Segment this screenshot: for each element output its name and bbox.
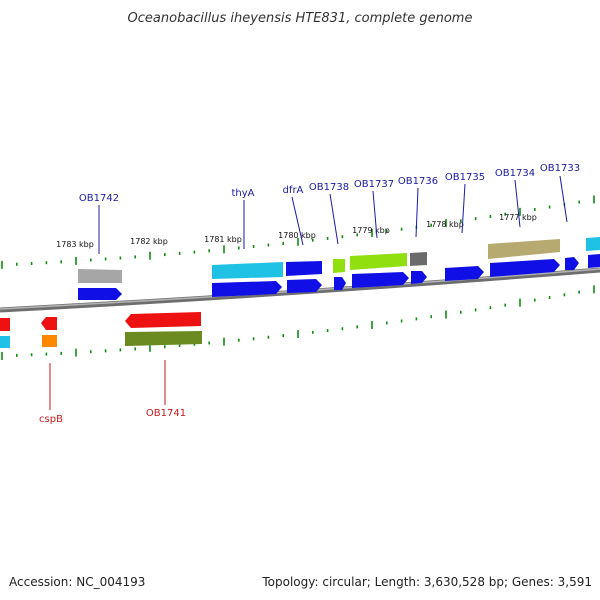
scale-label: 1783 kbp (56, 240, 94, 249)
leader-line (415, 187, 419, 238)
gene-arrow-reverse[interactable] (125, 312, 201, 328)
gene-arrow[interactable] (588, 254, 600, 268)
scale-label: 1780 kbp (278, 231, 316, 240)
forward-strand-ticks (1, 195, 595, 269)
leader-line (329, 193, 339, 245)
gene-label-ob1733[interactable]: OB1733 (540, 163, 580, 174)
genome-summary-text: Topology: circular; Length: 3,630,528 bp… (261, 575, 592, 589)
gene-arrow[interactable] (212, 281, 282, 297)
gene-arrow[interactable] (565, 257, 579, 270)
reverse-track (0, 312, 202, 348)
feature-cyan[interactable] (0, 336, 10, 348)
scale-label: 1779 kbp (352, 226, 390, 235)
feature-grey[interactable] (78, 269, 122, 283)
gene-label-ob1734[interactable]: OB1734 (495, 168, 535, 179)
feature-lime[interactable] (333, 259, 345, 273)
reverse-strand-ticks (1, 285, 595, 360)
forward-inner-track (78, 254, 600, 300)
map-title: Oceanobacillus iheyensis HTE831, complet… (128, 11, 473, 26)
gene-labels-reverse: cspB OB1741 (39, 408, 186, 425)
gene-label-ob1738[interactable]: OB1738 (309, 182, 349, 193)
feature-orange[interactable] (42, 335, 57, 347)
leader-line (291, 196, 304, 246)
scale-label: 1777 kbp (499, 213, 537, 222)
gene-arrow[interactable] (287, 279, 322, 293)
gene-label-ob1736[interactable]: OB1736 (398, 176, 438, 187)
scale-label: 1781 kbp (204, 235, 242, 244)
feature-cyan[interactable] (212, 262, 283, 279)
gene-label-ob1742[interactable]: OB1742 (79, 193, 119, 204)
feature-cyan[interactable] (586, 237, 600, 251)
gene-arrow[interactable] (445, 266, 484, 281)
label-leaders (49, 175, 568, 410)
leader-line (372, 190, 378, 239)
gene-arrow[interactable] (490, 259, 560, 277)
gene-label-cspb[interactable]: cspB (39, 414, 63, 425)
gene-arrow[interactable] (78, 288, 122, 300)
feature-darkgrey[interactable] (410, 252, 427, 266)
leader-line (461, 183, 466, 234)
gene-arrow-reverse[interactable] (0, 318, 10, 331)
scale-labels: 1783 kbp 1782 kbp 1781 kbp 1780 kbp 1779… (56, 213, 537, 249)
feature-blue[interactable] (286, 261, 322, 276)
gene-label-thya[interactable]: thyA (231, 188, 254, 199)
gene-label-ob1735[interactable]: OB1735 (445, 172, 485, 183)
forward-outer-track (78, 237, 600, 283)
scale-label: 1782 kbp (130, 237, 168, 246)
gene-label-dfra[interactable]: dfrA (283, 185, 304, 196)
gene-arrow[interactable] (352, 272, 409, 288)
gene-arrow[interactable] (411, 271, 427, 284)
leader-line (514, 179, 521, 228)
accession-text: Accession: NC_004193 (9, 575, 145, 589)
feature-lime[interactable] (350, 253, 407, 270)
gene-arrow[interactable] (334, 277, 346, 290)
gene-labels-forward: OB1742 thyA dfrA OB1738 OB1737 OB1736 OB… (79, 163, 580, 204)
feature-olive[interactable] (125, 331, 202, 346)
leader-line (559, 175, 568, 223)
gene-label-ob1737[interactable]: OB1737 (354, 179, 394, 190)
gene-arrow-reverse[interactable] (41, 317, 57, 330)
scale-label: 1778 kbp (426, 220, 464, 229)
feature-khaki[interactable] (488, 239, 560, 259)
gene-label-ob1741[interactable]: OB1741 (146, 408, 186, 419)
